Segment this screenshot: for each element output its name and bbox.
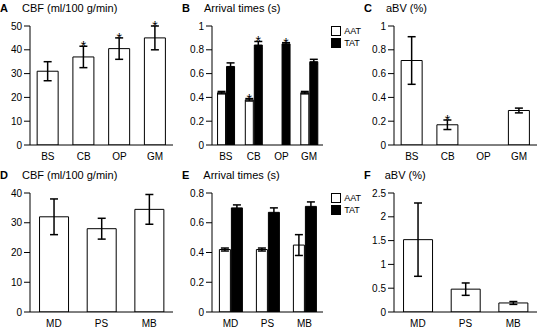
- svg-text:2.5: 2.5: [372, 188, 386, 199]
- html-text:E: E: [182, 169, 190, 181]
- html-text:C: C: [364, 2, 372, 14]
- svg-text:BS: BS: [219, 151, 233, 162]
- svg-text:MD: MD: [223, 318, 239, 329]
- svg-text:PS: PS: [261, 318, 275, 329]
- svg-text:MB: MB: [506, 318, 521, 329]
- svg-text:0.8: 0.8: [190, 188, 204, 199]
- svg-text:0.2: 0.2: [190, 116, 204, 127]
- svg-text:CB: CB: [247, 151, 261, 162]
- svg-text:0.8: 0.8: [372, 44, 386, 55]
- svg-text:0: 0: [16, 140, 22, 151]
- svg-text:*: *: [445, 112, 451, 128]
- svg-text:0.4: 0.4: [190, 92, 204, 103]
- svg-text:1: 1: [198, 21, 204, 32]
- svg-text:1: 1: [380, 259, 386, 270]
- svg-text:PS: PS: [459, 318, 473, 329]
- html-text:aBV (%): aBV (%): [386, 2, 427, 14]
- svg-text:*: *: [116, 30, 122, 46]
- html-text:B: B: [182, 2, 190, 14]
- svg-text:0.2: 0.2: [372, 116, 386, 127]
- svg-text:MD: MD: [410, 318, 426, 329]
- svg-text:GM: GM: [301, 151, 317, 162]
- html-text:aBV (%): aBV (%): [384, 169, 426, 181]
- svg-text:GM: GM: [147, 151, 163, 162]
- svg-text:20: 20: [11, 92, 23, 103]
- svg-text:20: 20: [11, 247, 23, 258]
- svg-text:*: *: [283, 35, 289, 51]
- svg-text:2: 2: [380, 211, 386, 222]
- svg-text:0.6: 0.6: [190, 217, 204, 228]
- svg-text:0.6: 0.6: [372, 68, 386, 79]
- svg-text:*: *: [256, 33, 262, 49]
- html-text:CBF (ml/100 g/min): CBF (ml/100 g/min): [22, 2, 118, 14]
- svg-text:OP: OP: [112, 151, 127, 162]
- html-text:D: D: [0, 169, 8, 181]
- svg-text:0: 0: [16, 307, 22, 318]
- svg-text:CB: CB: [77, 151, 91, 162]
- svg-text:30: 30: [11, 68, 23, 79]
- html-text:TAT: TAT: [344, 38, 360, 48]
- svg-text:OP: OP: [476, 151, 491, 162]
- html-text:CBF (ml/100 g/min): CBF (ml/100 g/min): [22, 169, 118, 181]
- svg-text:0: 0: [198, 307, 204, 318]
- svg-text:0.4: 0.4: [190, 247, 204, 258]
- html-text:F: F: [364, 169, 371, 181]
- svg-text:30: 30: [11, 217, 23, 228]
- svg-text:40: 40: [11, 188, 23, 199]
- svg-text:40: 40: [11, 44, 23, 55]
- svg-text:BS: BS: [41, 151, 55, 162]
- svg-text:MD: MD: [46, 318, 62, 329]
- svg-text:*: *: [247, 91, 253, 107]
- svg-text:1: 1: [380, 21, 386, 32]
- html-text:TAT: TAT: [344, 205, 360, 215]
- svg-text:50: 50: [11, 21, 23, 32]
- html-text:A: A: [0, 2, 8, 14]
- svg-text:0.4: 0.4: [372, 92, 386, 103]
- svg-text:0.2: 0.2: [190, 277, 204, 288]
- html-text:AAT: AAT: [344, 193, 361, 203]
- svg-text:CB: CB: [441, 151, 455, 162]
- svg-text:1.5: 1.5: [372, 235, 386, 246]
- svg-text:0: 0: [380, 140, 386, 151]
- html-text:Arrival times (s): Arrival times (s): [204, 2, 281, 14]
- svg-text:10: 10: [11, 116, 23, 127]
- svg-text:MB: MB: [297, 318, 312, 329]
- svg-text:OP: OP: [274, 151, 289, 162]
- svg-text:0.5: 0.5: [372, 283, 386, 294]
- svg-text:0: 0: [380, 307, 386, 318]
- svg-text:0.6: 0.6: [190, 68, 204, 79]
- html-text:AAT: AAT: [344, 26, 361, 36]
- svg-text:PS: PS: [95, 318, 109, 329]
- svg-text:10: 10: [11, 277, 23, 288]
- svg-text:BS: BS: [405, 151, 419, 162]
- svg-text:*: *: [81, 38, 87, 54]
- svg-text:0: 0: [198, 140, 204, 151]
- html-text:Arrival times (s): Arrival times (s): [203, 169, 280, 181]
- svg-text:GM: GM: [511, 151, 527, 162]
- svg-text:*: *: [152, 18, 158, 34]
- svg-text:0.8: 0.8: [190, 44, 204, 55]
- svg-text:MB: MB: [142, 318, 157, 329]
